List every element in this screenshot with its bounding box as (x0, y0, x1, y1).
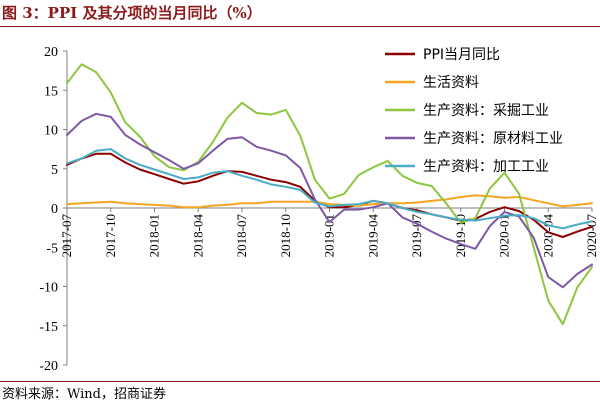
x-tick-label: 2020-07 (584, 214, 599, 258)
series-line-4 (66, 112, 593, 289)
series-lines (66, 63, 593, 326)
x-tick-label: 2019-10 (453, 214, 468, 257)
x-tick-label: 2019-04 (365, 214, 380, 258)
x-tick-label: 2020-01 (497, 214, 512, 257)
x-tick-label: 2018-07 (234, 214, 249, 258)
y-tick-label: -10 (39, 281, 58, 296)
y-tick-label: -20 (39, 359, 58, 374)
x-tick-label: 2018-01 (147, 214, 162, 257)
y-tick-label: -5 (46, 241, 58, 256)
y-tick-label: 20 (44, 45, 58, 60)
x-tick-label: 2018-10 (278, 214, 293, 257)
source-note: 资料来源：Wind，招商证券 (2, 387, 166, 402)
legend-label: 生产资料：采掘工业 (423, 103, 549, 119)
x-tick-label: 2019-07 (409, 214, 424, 258)
y-tick-label: 5 (51, 163, 58, 178)
y-tick-label: 0 (51, 202, 58, 217)
line-chart: 20 15 10 5 0 -5 -10 -15 -20 2017-07 2017-10 2018-0… (39, 45, 599, 374)
y-tick-label: 10 (44, 124, 58, 139)
x-axis: 2017-07 2017-10 2018-01 2018-04 2018-07 2018-… (59, 207, 599, 258)
legend-label: 生产资料：加工工业 (423, 159, 549, 175)
x-tick-label: 2017-10 (103, 214, 118, 257)
x-tick-label: 2017-07 (59, 214, 74, 258)
series-line-2 (66, 194, 593, 209)
x-tick-label: 2019-01 (322, 214, 337, 257)
legend-label: PPI当月同比 (423, 47, 500, 63)
series-line-3 (66, 63, 593, 326)
x-tick-label: 2018-04 (190, 214, 205, 258)
figure-title: 图 3：PPI 及其分项的当月同比（%） (2, 4, 262, 22)
y-tick-label: 15 (44, 84, 58, 99)
y-axis: 20 15 10 5 0 -5 -10 -15 -20 (39, 45, 68, 374)
x-tick-label: 2020-04 (540, 214, 555, 258)
source-rule (0, 381, 600, 382)
y-tick-label: -15 (39, 320, 58, 335)
legend-label: 生产资料：原材料工业 (423, 131, 563, 147)
series-line-5 (66, 148, 593, 230)
legend-label: 生活资料 (423, 75, 479, 91)
title-rule (0, 26, 600, 27)
